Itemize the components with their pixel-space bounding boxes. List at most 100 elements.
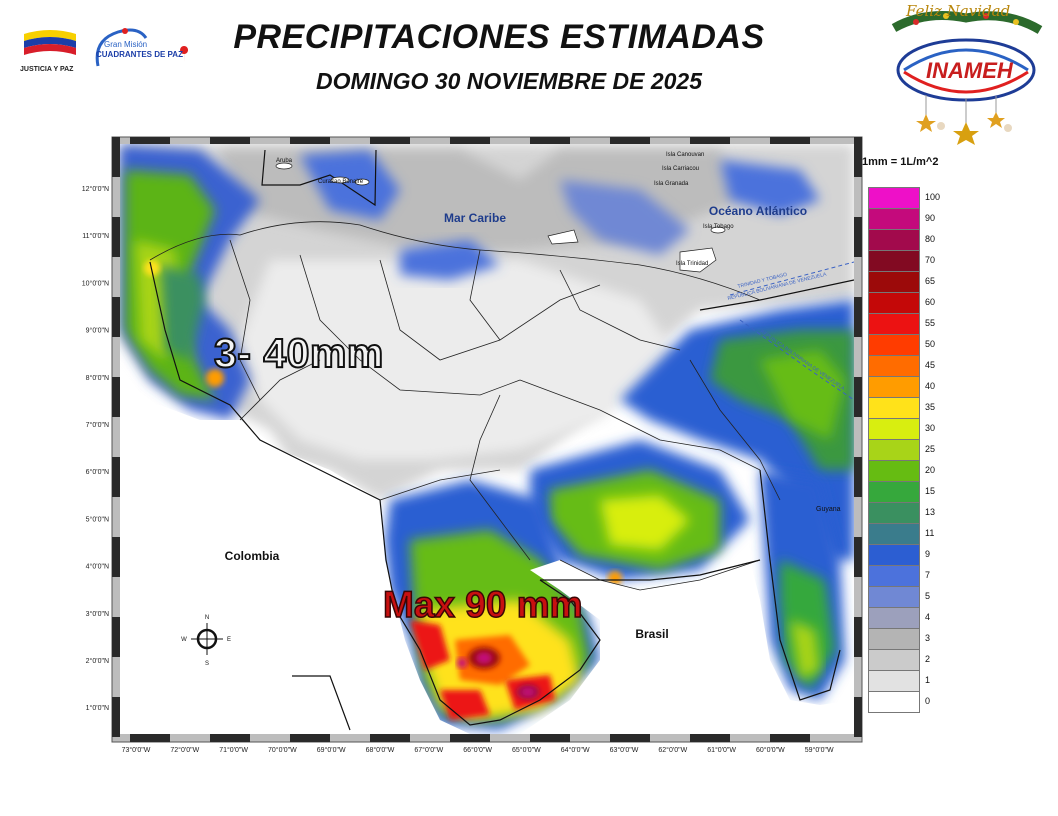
lon-label: 71°0'0"W: [219, 746, 248, 754]
legend-label-55: 55: [925, 318, 936, 328]
state-borders: [149, 221, 781, 591]
inameh-text: INAMEH: [926, 58, 1013, 83]
legend-swatch-2: [868, 649, 920, 671]
legend-swatch-40: [868, 376, 920, 398]
label-colombia: Colombia: [225, 549, 280, 563]
lat-label: 5°0'0"N: [86, 515, 109, 523]
legend-swatch-13: [868, 502, 920, 524]
label-brasil: Brasil: [635, 627, 668, 641]
lon-label: 68°0'0"W: [366, 746, 395, 754]
lat-label: 10°0'0"N: [82, 279, 109, 287]
lat-label: 8°0'0"N: [86, 374, 109, 382]
legend-label-90: 90: [925, 213, 936, 223]
legend-swatch-5: [868, 586, 920, 608]
legend-swatch-3: [868, 628, 920, 650]
lon-label: 67°0'0"W: [414, 746, 443, 754]
lat-label: 6°0'0"N: [86, 468, 109, 476]
lon-label: 59°0'0"W: [805, 746, 834, 754]
venezuela-flag-logo: [22, 28, 78, 62]
legend-label-3: 3: [925, 633, 931, 643]
legend-swatch-80: [868, 229, 920, 251]
mission-line2: CUADRANTES DE PAZ: [96, 50, 183, 59]
inameh-logo: Feliz Navidad INAMEH: [886, 0, 1046, 160]
legend-label-9: 9: [925, 549, 931, 559]
page-subtitle: DOMINGO 30 NOVIEMBRE DE 2025: [316, 68, 702, 94]
legend-label-20: 20: [925, 465, 936, 475]
legend-swatch-20: [868, 460, 920, 482]
legend-swatch-0: [868, 691, 920, 713]
longitude-labels: 73°0'0"W 72°0'0"W 71°0'0"W 70°0'0"W 69°0'0"W…: [122, 746, 834, 754]
latitude-labels: 12°0'0"N 11°0'0"N 10°0'0"N 9°0'0"N 8°0'0"N 7°…: [82, 185, 109, 712]
label-carriacou: Isla Carriacou: [662, 166, 699, 172]
legend-label-50: 50: [925, 339, 936, 349]
islands: [275, 162, 726, 273]
lon-label: 65°0'0"W: [512, 746, 541, 754]
annotation-west: 3- 40mm: [213, 329, 384, 377]
lon-label: 69°0'0"W: [317, 746, 346, 754]
legend-swatch-90: [868, 208, 920, 230]
legend-label-0: 0: [925, 696, 931, 706]
lat-label: 9°0'0"N: [86, 327, 109, 335]
lon-label: 66°0'0"W: [463, 746, 492, 754]
lat-label: 2°0'0"N: [86, 657, 109, 665]
maritime-boundary-2: [739, 319, 854, 401]
lon-label: 63°0'0"W: [610, 746, 639, 754]
legend-label-25: 25: [925, 444, 936, 454]
compass-n: N: [205, 615, 209, 621]
legend-label-35: 35: [925, 402, 936, 412]
legend-label-13: 13: [925, 507, 936, 517]
legend-units: 1mm = 1L/m^2: [862, 156, 939, 168]
lon-label: 60°0'0"W: [756, 746, 785, 754]
label-granada: Isla Granada: [654, 181, 689, 187]
justicia-paz-caption: JUSTICIA Y PAZ: [20, 66, 74, 73]
legend-label-70: 70: [925, 255, 936, 265]
label-trinidad: Isla Trinidad: [676, 261, 708, 267]
lat-label: 4°0'0"N: [86, 563, 109, 571]
legend-label-7: 7: [925, 570, 931, 580]
mission-line1: Gran Misión: [104, 40, 148, 49]
legend-label-5: 5: [925, 591, 931, 601]
legend-swatch-11: [868, 523, 920, 545]
legend-swatch-70: [868, 250, 920, 272]
legend-label-40: 40: [925, 381, 936, 391]
legend-swatch-7: [868, 565, 920, 587]
lat-label: 12°0'0"N: [82, 185, 109, 193]
lon-label: 70°0'0"W: [268, 746, 297, 754]
legend-label-80: 80: [925, 234, 936, 244]
compass-w: W: [181, 637, 187, 643]
legend-swatch-25: [868, 439, 920, 461]
legend-label-100: 100: [925, 192, 941, 202]
legend-swatch-100: [868, 187, 920, 209]
legend-label-15: 15: [925, 486, 936, 496]
lon-label: 73°0'0"W: [122, 746, 151, 754]
lon-label: 64°0'0"W: [561, 746, 590, 754]
legend-label-4: 4: [925, 612, 931, 622]
label-caribbean: Mar Caribe: [444, 211, 506, 225]
legend-label-45: 45: [925, 360, 936, 370]
cuadrantes-logo: Gran Misión CUADRANTES DE PAZ: [88, 26, 193, 74]
legend-swatch-50: [868, 334, 920, 356]
compass-e: E: [227, 637, 231, 643]
lon-label: 72°0'0"W: [170, 746, 199, 754]
legend-swatch-60: [868, 292, 920, 314]
lat-label: 7°0'0"N: [86, 421, 109, 429]
lat-label: 3°0'0"N: [86, 610, 109, 618]
lat-label: 1°0'0"N: [86, 704, 109, 712]
lon-label: 61°0'0"W: [707, 746, 736, 754]
label-canouan: Isla Canouvan: [666, 152, 704, 158]
lon-label: 62°0'0"W: [658, 746, 687, 754]
legend-swatch-9: [868, 544, 920, 566]
country-borders: [149, 149, 854, 731]
label-curazao: Curazao Bonaire: [318, 179, 364, 185]
annotation-south: Max 90 mm: [382, 583, 583, 626]
legend-label-1: 1: [925, 675, 931, 685]
label-aruba: Aruba: [276, 158, 293, 164]
legend-swatch-45: [868, 355, 920, 377]
legend-label-2: 2: [925, 654, 931, 664]
greeting-text: Feliz Navidad: [906, 2, 1011, 20]
legend-swatch-35: [868, 397, 920, 419]
legend-label-65: 65: [925, 276, 936, 286]
legend-swatch-15: [868, 481, 920, 503]
legend-swatch-65: [868, 271, 920, 293]
